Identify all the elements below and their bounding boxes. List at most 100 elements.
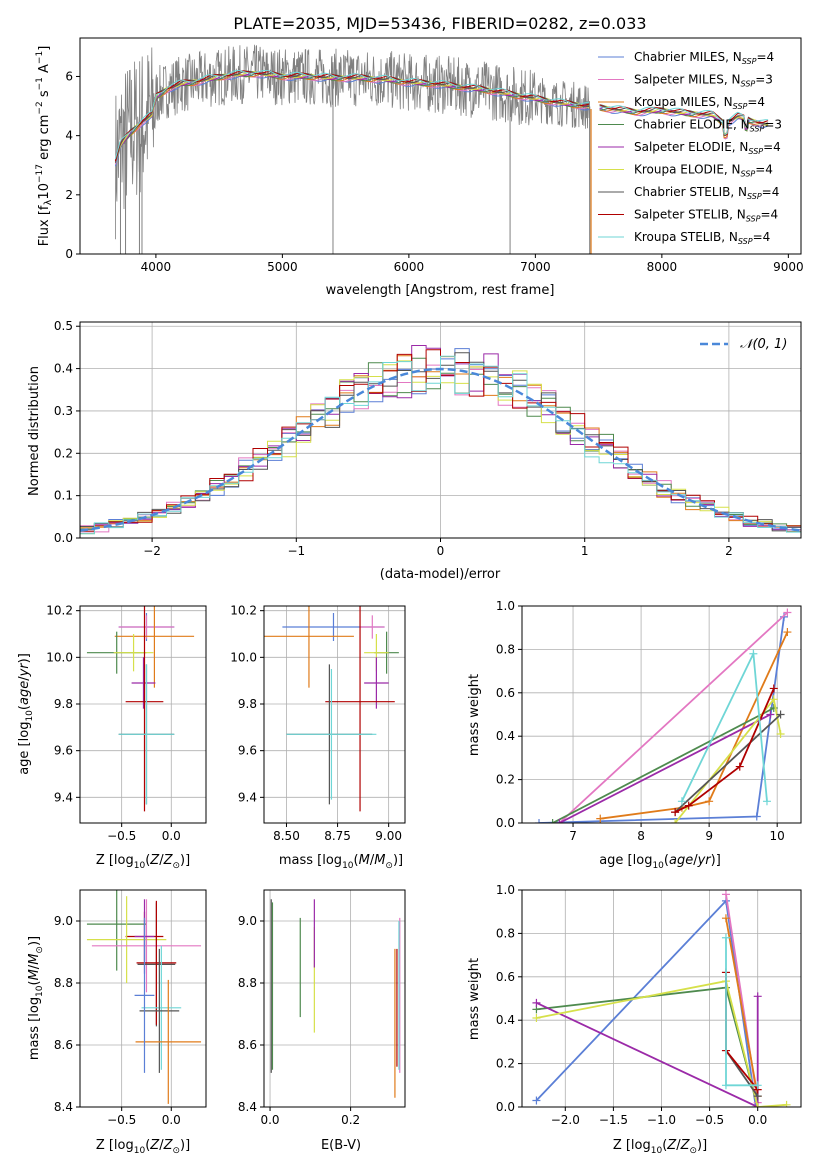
normal-legend-label: 𝒩(0, 1) — [740, 337, 787, 352]
axes-frame — [79, 321, 802, 539]
weight-vs-age-marker-salpeter_stelib — [684, 801, 693, 810]
legend-label-kroupa_miles: Kroupa MILES, NSSP=4 — [634, 95, 765, 111]
weight-vs-metallicity-series-kroupa_elodie — [536, 980, 787, 1107]
weight-vs-age-marker-salpeter_stelib — [671, 808, 680, 817]
weight-vs-age-series-salpeter_stelib — [674, 688, 775, 813]
weight-age-xlabel: age [log10(age/yr)] — [599, 853, 721, 871]
mass-vs-ebv-panel: E(B-V) 0.0 0.2 8.4 8.6 8.8 9.0 — [238, 889, 406, 1153]
weight-vs-age-marker-kroupa_elodie — [776, 730, 785, 739]
residuals-xtick-label: −2 — [143, 544, 161, 558]
weight-vs-metallicity-panel: mass weight Z [log10(Z/Z⊙)] −2.0 −1.5 −1.0… — [467, 883, 802, 1156]
weight-age-ylabel: mass weight — [467, 674, 482, 756]
weight-vs-metallicity-marker-salpeter_miles — [721, 890, 730, 899]
weight-vs-metallicity-xtick-label: −1.0 — [647, 1113, 676, 1127]
residuals-xtick-label: 1 — [581, 544, 589, 558]
weight-vs-metallicity-marker-kroupa_elodie — [782, 1100, 791, 1107]
mass-vs-metallicity-xtick-label: 0.0 — [162, 1113, 181, 1127]
legend-label-salpeter_stelib: Salpeter STELIB, NSSP=4 — [634, 208, 778, 224]
metallicity-xlabel-bottom: Z [log10(Z/Z⊙)] — [96, 1138, 190, 1156]
weight-vs-age-series-kroupa_miles — [600, 631, 789, 820]
weight-vs-age-series-salpeter_miles — [558, 611, 789, 823]
weight-vs-metallicity-series-chabrier_stelib — [725, 972, 759, 1097]
weight-vs-age-marker-salpeter_elodie — [766, 710, 775, 719]
mass-vs-ebv-ytick-label: 8.8 — [238, 976, 257, 990]
spectrum-panel: wavelength [Angstrom, rest frame] Flux [… — [35, 37, 804, 298]
weight-vs-age-ytick-label: 0.0 — [496, 816, 515, 830]
residuals-ytick-label: 0.4 — [54, 362, 73, 376]
weight-vs-metallicity-ytick-label: 0.0 — [496, 1100, 515, 1114]
age-vs-metallicity-xtick-label: −0.5 — [107, 829, 136, 843]
weight-vs-metallicity-series-kroupa_miles — [725, 918, 759, 1097]
weight-vs-metallicity-marker-kroupa_stelib — [753, 1081, 762, 1090]
residuals-xtick-label: 2 — [725, 544, 733, 558]
weight-vs-metallicity-marker-chabrier_miles — [751, 1103, 760, 1107]
weight-vs-metallicity-series-chabrier_miles — [535, 898, 757, 1107]
axes-frame — [79, 605, 207, 824]
spectrum-xtick-label: 7000 — [520, 260, 551, 274]
residuals-panel: (data-model)/error Normed distribution −… — [27, 319, 802, 582]
legend-label-kroupa_stelib: Kroupa STELIB, NSSP=4 — [634, 230, 770, 246]
axes-frame — [521, 605, 802, 824]
mass-vs-metallicity-panel: mass [log10(M/M⊙)] Z [log10(Z/Z⊙)] −0.5 0… — [27, 889, 207, 1156]
weight-vs-metallicity-series-chabrier_elodie — [536, 986, 759, 1107]
spectrum-xtick-label: 6000 — [394, 260, 425, 274]
age-vs-mass-ytick-label: 9.4 — [238, 790, 257, 804]
observed-spectrum-line — [115, 44, 591, 254]
mass-vs-metallicity-xtick-label: −0.5 — [107, 1113, 136, 1127]
weight-vs-metallicity-marker-kroupa_stelib — [721, 933, 730, 942]
age-vs-mass-ytick-label: 10.0 — [230, 650, 257, 664]
age-vs-metallicity-ytick-label: 9.6 — [54, 744, 73, 758]
weight-vs-metallicity-ytick-label: 0.2 — [496, 1057, 515, 1071]
mass-vs-metallicity-ytick-label: 8.8 — [54, 976, 73, 990]
weight-vs-age-marker-kroupa_elodie — [769, 695, 778, 704]
mass-vs-ebv-ytick-label: 9.0 — [238, 914, 257, 928]
age-vs-metallicity-ytick-label: 10.0 — [46, 650, 73, 664]
weight-vs-age-marker-chabrier_stelib — [776, 710, 785, 719]
weight-vs-metallicity-xtick-label: 0.0 — [748, 1113, 767, 1127]
model-spectrum-kroupa_elodie — [114, 71, 769, 164]
metallicity-xlabel-top: Z [log10(Z/Z⊙)] — [96, 853, 190, 871]
spectrum-xtick-label: 9000 — [773, 260, 804, 274]
weight-vs-metallicity-marker-kroupa_elodie — [532, 1014, 541, 1023]
age-vs-mass-xtick-label: 8.50 — [273, 829, 300, 843]
age-vs-mass-ytick-label: 9.8 — [238, 697, 257, 711]
weight-metallicity-xlabel: Z [log10(Z/Z⊙)] — [613, 1138, 707, 1156]
weight-vs-metallicity-marker-chabrier_miles — [532, 1096, 541, 1105]
weight-vs-age-marker-kroupa_stelib — [677, 797, 686, 806]
weight-vs-age-ytick-label: 0.8 — [496, 642, 515, 656]
weight-vs-age-marker-salpeter_stelib — [735, 762, 744, 771]
age-vs-metallicity-xtick-label: 0.0 — [162, 829, 181, 843]
weight-vs-metallicity-marker-salpeter_elodie — [532, 998, 541, 1007]
legend-label-chabrier_miles: Chabrier MILES, NSSP=4 — [634, 50, 774, 66]
weight-vs-age-ytick-label: 0.4 — [496, 729, 515, 743]
legend-label-salpeter_elodie: Salpeter ELODIE, NSSP=4 — [634, 140, 781, 156]
age-vs-mass-ytick-label: 9.6 — [238, 744, 257, 758]
residuals-xlabel: (data-model)/error — [380, 567, 501, 582]
age-vs-metallicity-panel: age [log10(age/yr)] Z [log10(Z/Z⊙)] −0.5… — [17, 604, 207, 871]
weight-vs-age-series-chabrier_elodie — [552, 707, 775, 823]
weight-vs-metallicity-marker-kroupa_miles — [721, 914, 730, 923]
residuals-xtick-label: −1 — [287, 544, 305, 558]
weight-vs-age-marker-kroupa_miles — [705, 797, 714, 806]
weight-vs-age-marker-kroupa_elodie — [671, 819, 680, 823]
age-vs-mass-xtick-label: 9.00 — [375, 829, 402, 843]
spectrum-ytick-label: 2 — [65, 188, 73, 202]
mass-vs-metallicity-ytick-label: 8.4 — [54, 1100, 73, 1114]
mass-vs-metallicity-plot-area — [86, 890, 202, 1104]
weight-vs-metallicity-xtick-label: −1.5 — [599, 1113, 628, 1127]
spectrum-ylabel: Flux [fλ10−17 erg cm−2 s−1 A−1] — [35, 46, 54, 247]
weight-vs-age-ytick-label: 0.2 — [496, 773, 515, 787]
weight-vs-metallicity-ytick-label: 0.4 — [496, 1013, 515, 1027]
ebv-xlabel: E(B-V) — [321, 1138, 361, 1153]
axes-frame — [263, 605, 406, 824]
age-vs-mass-xtick-label: 8.75 — [324, 829, 351, 843]
weight-vs-metallicity-marker-kroupa_stelib — [721, 1081, 730, 1090]
residuals-ylabel: Normed distribution — [27, 366, 42, 496]
spectrum-xtick-label: 5000 — [267, 260, 298, 274]
spectrum-plot-area — [114, 44, 769, 254]
legend-label-salpeter_miles: Salpeter MILES, NSSP=3 — [634, 73, 773, 89]
mass-xlabel-top: mass [log10(M/M⊙)] — [279, 853, 403, 871]
weight-vs-metallicity-marker-salpeter_elodie — [753, 992, 762, 1001]
age-vs-mass-ytick-label: 10.2 — [230, 604, 257, 618]
